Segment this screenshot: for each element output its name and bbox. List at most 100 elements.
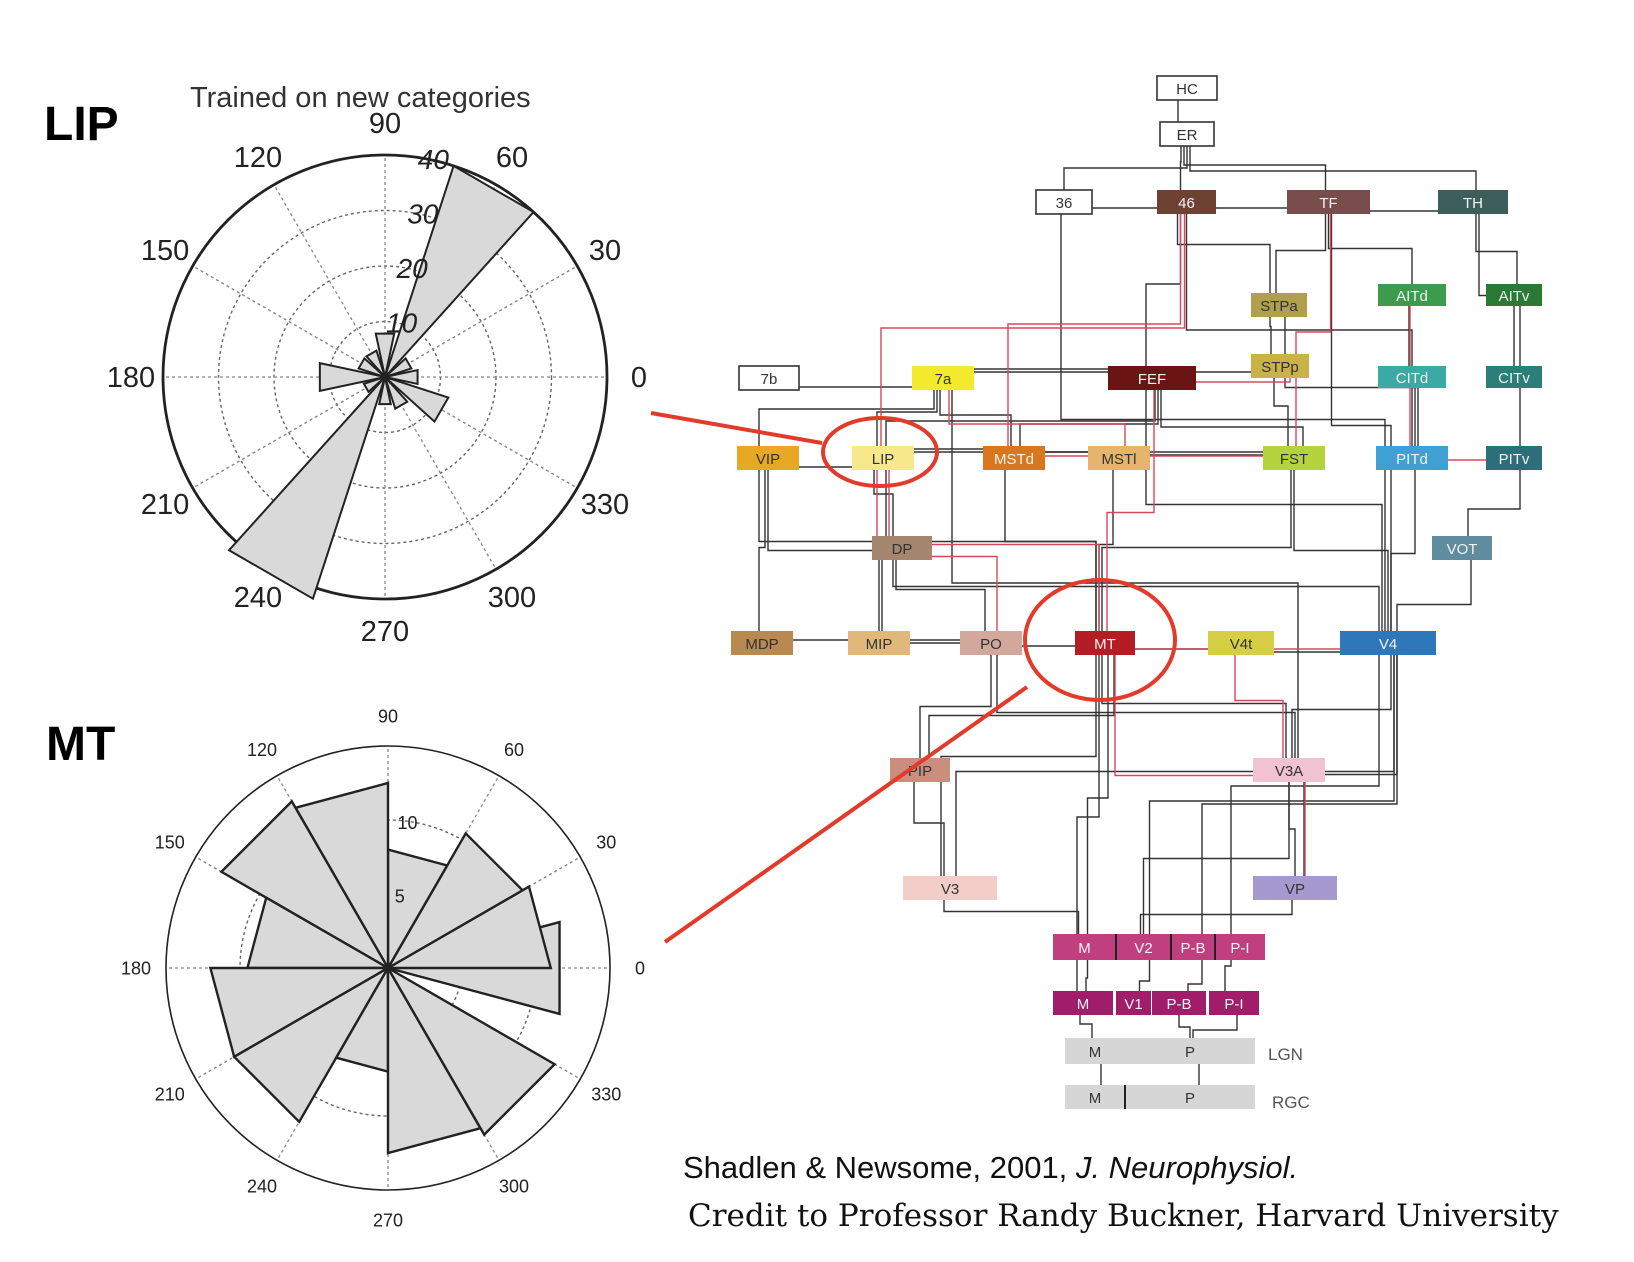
citation: Shadlen & Newsome, 2001, J. Neurophysiol…: [683, 1150, 1298, 1186]
node-AITv: AITv: [1486, 284, 1542, 306]
node-box-RGCP: [1125, 1085, 1255, 1109]
mt-outer-ring: [165, 745, 611, 1191]
node-box-V2PI: [1215, 934, 1265, 960]
connection-PIP-PO: [919, 643, 992, 770]
node-PITv: PITv: [1486, 446, 1542, 470]
credit-line: Credit to Professor Randy Buckner, Harva…: [688, 1198, 1559, 1234]
node-V2M: M: [1053, 934, 1116, 960]
node-V2: V2: [1116, 934, 1171, 960]
node-box-V4t: [1208, 631, 1274, 655]
node-label-FEF: FEF: [1138, 371, 1166, 388]
node-V4t: V4t: [1208, 631, 1274, 655]
node-LGNP: P: [1125, 1038, 1255, 1064]
rgc-label: RGC: [1272, 1093, 1310, 1112]
connection-STPa-PITd: [1284, 305, 1419, 458]
node-box-7b: [738, 365, 800, 391]
node-box-HC: [1156, 75, 1218, 101]
connection-46-MSTd: [1007, 202, 1182, 458]
lip-sector-90: [374, 332, 396, 378]
node-7b: 7b: [738, 365, 800, 391]
lip-radial-label-40: 40: [418, 144, 450, 175]
node-box-LGNM: [1065, 1038, 1125, 1064]
connection-PITv-VOT: [1467, 458, 1521, 548]
node-box-AITv: [1486, 284, 1542, 306]
lip-angle-label-0: 0: [631, 362, 647, 394]
connection-LIP-DP: [873, 458, 894, 548]
lip-sector-300: [384, 376, 409, 411]
node-V2PI: P-I: [1215, 934, 1265, 960]
node-7a: 7a: [912, 366, 974, 390]
node-box-V1PI: [1209, 991, 1259, 1015]
lip-sector-120: [364, 349, 386, 378]
connection-LIP-PO: [888, 458, 998, 643]
connection-MSTd-FST: [1011, 455, 1293, 458]
connection-ER-36: [1063, 134, 1188, 202]
connection-V1M-MT: [1076, 643, 1100, 1003]
mt-radial-label-5: 5: [395, 886, 405, 906]
node-V4: V4: [1340, 631, 1436, 655]
node-box-V3: [903, 876, 997, 900]
highlight-annotations: [650, 411, 1177, 944]
node-MDP: MDP: [731, 631, 793, 655]
node-box-CITd: [1378, 366, 1446, 388]
connection-STPp-FST: [1273, 366, 1289, 458]
lip-sector-240: [227, 376, 386, 601]
lip-connector-line: [650, 411, 823, 445]
lip-angle-labels: 0 30 60 90 120 150 180 210 240 270 300 330: [107, 108, 647, 648]
node-box-LGNP: [1125, 1038, 1255, 1064]
connection-FEF-V4: [1145, 378, 1383, 643]
node-box-FST: [1263, 446, 1325, 470]
node-label-V1M: M: [1077, 996, 1090, 1013]
lip-radial-label-20: 20: [396, 253, 429, 284]
node-V1M: M: [1053, 991, 1113, 1015]
node-label-V2M: M: [1078, 940, 1091, 957]
connection-TF-FST: [1295, 202, 1332, 458]
node-V3: V3: [903, 876, 997, 900]
node-label-AITv: AITv: [1499, 288, 1530, 305]
node-label-VOT: VOT: [1447, 541, 1478, 558]
connection-LIP-MT: [876, 458, 1100, 643]
node-box-MT: [1075, 631, 1135, 655]
node-box-V2PB: [1171, 934, 1215, 960]
node-label-V2PB: P-B: [1180, 940, 1205, 957]
mt-radial-label-10: 10: [397, 813, 417, 833]
node-box-CITv: [1486, 366, 1542, 388]
node-box-STPp: [1251, 354, 1309, 378]
mt-panel-label: MT: [46, 718, 115, 771]
mt-radial-labels: 5 10: [395, 813, 418, 907]
node-label-RGCM: M: [1089, 1090, 1102, 1107]
connection-TH-AITv: [1475, 202, 1518, 295]
connection-46-PITd: [1185, 202, 1413, 458]
lip-spoke-300: [384, 376, 497, 570]
lip-angle-label-120: 120: [234, 142, 282, 174]
node-label-STPp: STPp: [1261, 359, 1299, 376]
lip-sector-180: [318, 361, 386, 393]
node-TH: TH: [1438, 190, 1508, 214]
node-box-DP: [872, 536, 932, 560]
connection-V2-V4: [1148, 643, 1395, 947]
lgn-label: LGN: [1268, 1045, 1303, 1064]
connection-V3A-MT: [1101, 643, 1287, 770]
lip-spoke-210: [192, 376, 386, 489]
connection-V3-V4: [955, 643, 1395, 888]
node-box-V4: [1340, 631, 1436, 655]
node-STPa: STPa: [1251, 293, 1307, 317]
node-label-V1: V1: [1124, 996, 1142, 1013]
mt-angle-label-30: 30: [596, 832, 616, 852]
node-HC: HC: [1156, 75, 1218, 101]
citation-text: Shadlen & Newsome, 2001,: [683, 1150, 1076, 1185]
node-label-PIP: PIP: [908, 763, 932, 780]
connection-V3A-V4t: [1234, 643, 1284, 770]
connection-MT-MSTl: [1098, 458, 1114, 643]
node-LIP: LIP: [852, 446, 914, 470]
node-box-TF: [1287, 190, 1370, 214]
node-VOT: VOT: [1432, 536, 1492, 560]
node-box-PO: [960, 631, 1022, 655]
lip-angle-label-330: 330: [581, 489, 629, 521]
node-box-ER: [1159, 121, 1215, 147]
mt-angle-label-150: 150: [155, 832, 185, 852]
node-label-LGNM: M: [1089, 1044, 1102, 1061]
lip-radial-labels: 10 20 30 40: [386, 144, 449, 338]
connection-V1M-V2M: [1085, 947, 1089, 1003]
lip-sector-330: [384, 376, 450, 424]
